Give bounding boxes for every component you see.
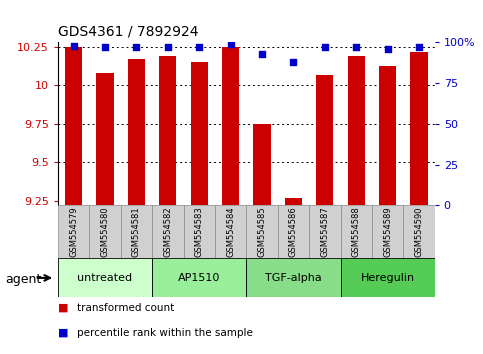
Bar [403, 205, 435, 258]
Text: GSM554589: GSM554589 [383, 206, 392, 257]
Point [258, 51, 266, 57]
Bar [152, 258, 246, 297]
Bar [254, 124, 270, 205]
Point [164, 45, 172, 50]
Bar [341, 205, 372, 258]
Point [290, 59, 298, 65]
Bar [379, 65, 396, 205]
Point [384, 46, 392, 52]
Point [101, 45, 109, 50]
Bar [191, 62, 208, 205]
Text: GSM554579: GSM554579 [69, 206, 78, 257]
Text: GSM554585: GSM554585 [257, 206, 267, 257]
Bar [246, 258, 341, 297]
Bar [58, 205, 89, 258]
Point [70, 43, 78, 48]
Text: GSM554586: GSM554586 [289, 206, 298, 257]
Text: GSM554583: GSM554583 [195, 206, 204, 257]
Bar [58, 258, 152, 297]
Text: GSM554587: GSM554587 [320, 206, 329, 257]
Text: Heregulin: Heregulin [360, 273, 415, 283]
Bar [222, 47, 239, 205]
Point [195, 45, 203, 50]
Bar [65, 47, 82, 205]
Text: GSM554580: GSM554580 [100, 206, 110, 257]
Bar [285, 198, 302, 205]
Bar [316, 75, 333, 205]
Bar [372, 205, 403, 258]
Bar [97, 73, 114, 205]
Point [353, 45, 360, 50]
Bar [278, 205, 309, 258]
Bar [121, 205, 152, 258]
Text: GSM554582: GSM554582 [163, 206, 172, 257]
Text: ■: ■ [58, 303, 69, 313]
Bar [341, 258, 435, 297]
Bar [152, 205, 184, 258]
Bar [348, 56, 365, 205]
Bar [184, 205, 215, 258]
Bar [246, 205, 278, 258]
Text: GSM554588: GSM554588 [352, 206, 361, 257]
Bar [309, 205, 341, 258]
Bar [128, 59, 145, 205]
Text: AP1510: AP1510 [178, 273, 220, 283]
Text: GSM554581: GSM554581 [132, 206, 141, 257]
Bar [411, 52, 427, 205]
Text: TGF-alpha: TGF-alpha [265, 273, 322, 283]
Bar [89, 205, 121, 258]
Point [415, 45, 423, 50]
Text: GSM554590: GSM554590 [414, 207, 424, 257]
Point [227, 41, 235, 47]
Point [321, 45, 328, 50]
Text: GDS4361 / 7892924: GDS4361 / 7892924 [58, 24, 199, 39]
Point [133, 45, 141, 50]
Text: percentile rank within the sample: percentile rank within the sample [77, 328, 253, 338]
Text: ■: ■ [58, 328, 69, 338]
Bar [159, 56, 176, 205]
Text: GSM554584: GSM554584 [226, 206, 235, 257]
Text: untreated: untreated [77, 273, 133, 283]
Text: transformed count: transformed count [77, 303, 174, 313]
Bar [215, 205, 246, 258]
Text: agent: agent [5, 273, 41, 286]
